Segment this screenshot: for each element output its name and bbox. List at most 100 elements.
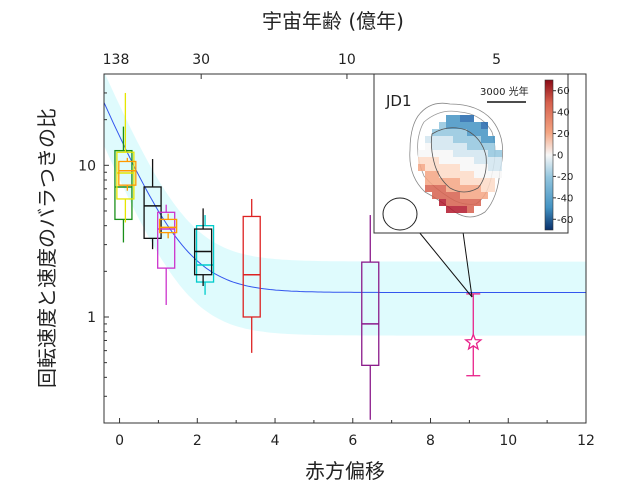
velocity-pixel xyxy=(446,122,453,129)
velocity-pixel xyxy=(439,164,446,171)
velocity-pixel xyxy=(446,150,453,157)
box-plot-1 xyxy=(116,92,135,223)
velocity-pixel xyxy=(481,143,488,150)
velocity-pixel xyxy=(425,157,432,164)
velocity-pixel xyxy=(488,143,495,150)
velocity-pixel xyxy=(488,164,495,171)
velocity-pixel xyxy=(439,150,446,157)
velocity-pixel xyxy=(474,122,481,129)
velocity-pixel xyxy=(446,157,453,164)
velocity-pixel xyxy=(439,171,446,178)
velocity-pixel xyxy=(495,157,502,164)
velocity-pixel xyxy=(474,164,481,171)
jd1-star-marker xyxy=(463,332,483,351)
velocity-pixel xyxy=(453,115,460,122)
box-body xyxy=(195,225,215,283)
velocity-pixel xyxy=(460,129,467,136)
velocity-pixel xyxy=(439,199,446,206)
velocity-pixel xyxy=(432,192,439,199)
velocity-pixel xyxy=(467,136,474,143)
box-plot-8 xyxy=(242,198,261,353)
velocity-pixel xyxy=(432,157,439,164)
velocity-pixel xyxy=(467,122,474,129)
velocity-pixel xyxy=(488,171,495,178)
colorbar-tick-label: 40 xyxy=(557,108,570,119)
velocity-pixel xyxy=(460,199,467,206)
top-tick-label: 138 xyxy=(103,52,130,68)
velocity-pixel xyxy=(460,150,467,157)
velocity-pixel xyxy=(467,157,474,164)
box-plot-4 xyxy=(157,204,176,305)
velocity-pixel xyxy=(474,150,481,157)
velocity-pixel xyxy=(418,150,425,157)
velocity-pixel xyxy=(432,143,439,150)
velocity-pixel xyxy=(418,157,425,164)
velocity-pixel xyxy=(481,136,488,143)
velocity-pixel xyxy=(481,185,488,192)
inner-contour xyxy=(430,127,487,193)
velocity-pixel xyxy=(488,157,495,164)
velocity-pixel xyxy=(453,164,460,171)
box-body xyxy=(361,261,380,366)
velocity-pixel xyxy=(446,171,453,178)
velocity-pixel xyxy=(453,192,460,199)
inset-connector-right xyxy=(462,231,473,298)
top-axis-title: 宇宙年齢 (億年) xyxy=(262,9,404,33)
beam-ellipse xyxy=(382,197,418,231)
y-axis: 1 10 xyxy=(78,92,109,397)
velocity-pixel xyxy=(453,185,460,192)
velocity-pixel xyxy=(418,164,425,171)
colorbar-tick-label: -40 xyxy=(557,193,573,204)
velocity-pixel xyxy=(488,178,495,185)
velocity-pixel xyxy=(474,157,481,164)
velocity-pixel xyxy=(460,136,467,143)
colorbar xyxy=(544,79,554,231)
velocity-pixel xyxy=(432,136,439,143)
x-axis: 0 2 4 6 8 10 12 xyxy=(115,418,595,449)
y-axis-title: 回転速度と速度のバラつきの比 xyxy=(35,108,59,388)
velocity-pixel xyxy=(453,206,460,213)
velocity-pixel xyxy=(467,206,474,213)
velocity-pixel xyxy=(439,136,446,143)
velocity-pixel xyxy=(446,178,453,185)
velocity-pixel xyxy=(467,150,474,157)
x-axis-title: 赤方偏移 xyxy=(305,459,385,483)
trend-band-layer xyxy=(104,74,586,336)
velocity-pixel xyxy=(467,171,474,178)
velocity-pixel xyxy=(467,115,474,122)
velocity-pixel xyxy=(453,199,460,206)
velocity-pixel xyxy=(446,199,453,206)
top-axis: 138 30 10 5 xyxy=(103,52,501,79)
velocity-pixel xyxy=(460,171,467,178)
velocity-pixel xyxy=(474,199,481,206)
outer-contour xyxy=(409,102,504,218)
colorbar-tick-label: 0 xyxy=(557,151,563,162)
velocity-pixel xyxy=(460,143,467,150)
box-plot-6 xyxy=(195,215,215,295)
velocity-pixel xyxy=(481,164,488,171)
velocity-pixel xyxy=(460,115,467,122)
velocity-pixel xyxy=(439,178,446,185)
x-tick-label: 8 xyxy=(426,433,435,449)
x-tick-label: 0 xyxy=(115,433,124,449)
velocity-pixel xyxy=(460,157,467,164)
velocity-pixel xyxy=(467,199,474,206)
velocity-pixel xyxy=(432,129,439,136)
velocity-pixel xyxy=(439,185,446,192)
inset-title: JD1 xyxy=(385,92,412,110)
x-tick-label: 6 xyxy=(348,433,357,449)
velocity-pixel xyxy=(474,129,481,136)
velocity-pixel xyxy=(495,164,502,171)
box-body xyxy=(118,160,137,186)
velocity-pixel xyxy=(481,122,488,129)
box-plot-7 xyxy=(193,208,213,287)
velocity-pixel xyxy=(446,129,453,136)
colorbar-tick-label: -20 xyxy=(557,172,573,183)
velocity-pixel xyxy=(460,192,467,199)
velocity-pixel xyxy=(453,178,460,185)
velocity-pixel xyxy=(446,192,453,199)
velocity-pixel xyxy=(432,171,439,178)
velocity-pixel xyxy=(453,136,460,143)
velocity-pixel xyxy=(425,185,432,192)
